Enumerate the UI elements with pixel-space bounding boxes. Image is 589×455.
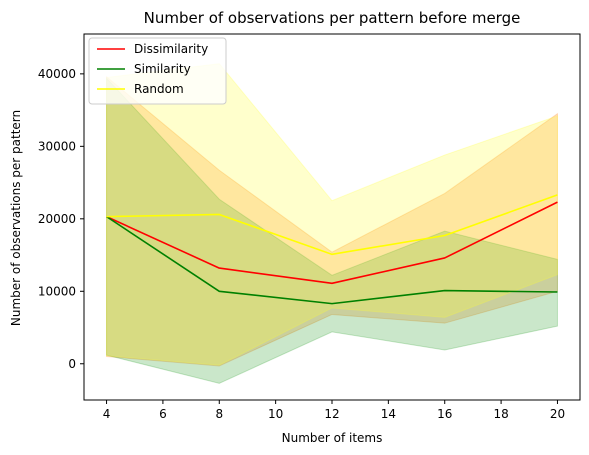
band-similarity xyxy=(106,76,558,384)
legend: Dissimilarity Similarity Random xyxy=(88,37,227,105)
legend-label-random: Random xyxy=(134,82,184,96)
y-tick-label: 20000 xyxy=(38,212,76,226)
x-tick-label: 10 xyxy=(268,407,283,421)
x-tick-label: 4 xyxy=(103,407,111,421)
x-tick-label: 6 xyxy=(159,407,167,421)
x-tick-label: 8 xyxy=(215,407,223,421)
series-lines xyxy=(106,194,558,305)
x-axis-ticks: 4 6 8 10 12 14 16 18 20 xyxy=(103,400,565,421)
legend-label-similarity: Similarity xyxy=(134,62,191,76)
series-line-similarity xyxy=(106,215,558,305)
x-tick-label: 16 xyxy=(437,407,452,421)
x-axis-label: Number of items xyxy=(282,431,383,445)
series-line-random xyxy=(106,194,558,256)
y-tick-label: 10000 xyxy=(38,284,76,298)
chart-title: Number of observations per pattern befor… xyxy=(144,9,521,27)
x-tick-label: 14 xyxy=(381,407,396,421)
x-tick-label: 18 xyxy=(493,407,508,421)
x-tick-label: 20 xyxy=(550,407,565,421)
y-tick-label: 40000 xyxy=(38,67,76,81)
y-tick-label: 0 xyxy=(68,357,76,371)
legend-box xyxy=(88,37,227,105)
y-tick-label: 30000 xyxy=(38,139,76,153)
series-line-dissimilarity xyxy=(106,201,558,285)
y-axis-ticks: 0 10000 20000 30000 40000 xyxy=(38,67,84,371)
x-tick-label: 12 xyxy=(324,407,339,421)
y-axis-label: Number of observations per pattern xyxy=(9,110,23,326)
legend-label-dissimilarity: Dissimilarity xyxy=(134,42,208,56)
